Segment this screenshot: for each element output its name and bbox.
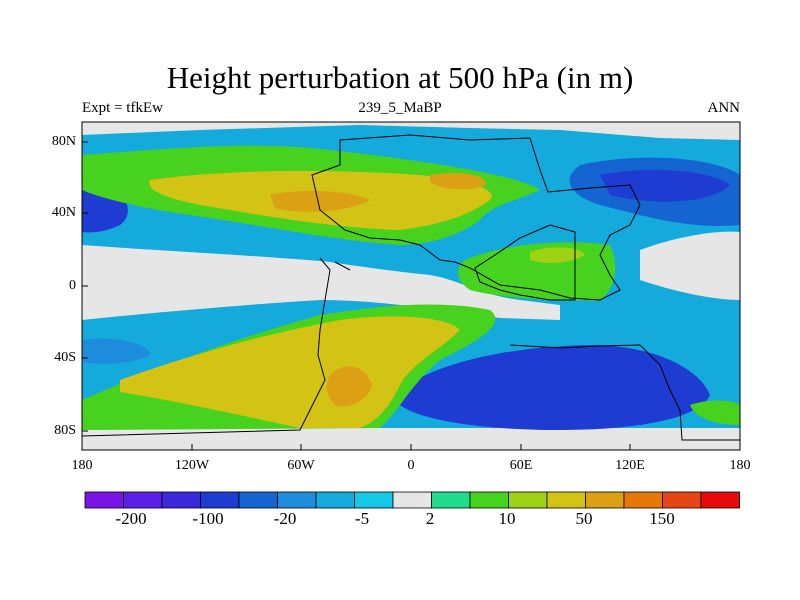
low-south-pacific: [82, 338, 150, 364]
colorbar-box: [700, 491, 740, 509]
axis-ticks: [81, 141, 741, 450]
y-tick-80S: 80S: [54, 423, 76, 438]
colorbar-label: 150: [649, 509, 675, 528]
colorbar-label: -100: [192, 509, 224, 528]
colorbar-box: [431, 491, 471, 509]
x-tick-60w: 60W: [287, 458, 315, 473]
outline-tropical-land: [474, 224, 576, 301]
x-tick-120e: 120E: [615, 458, 645, 473]
outline-southern-land: [509, 344, 740, 441]
experiment-label: Expt = tfkEw: [82, 100, 163, 116]
high-south-orange: [326, 366, 372, 407]
band-east-pacific: [640, 231, 740, 300]
colorbar-label: 50: [575, 509, 593, 528]
colorbar-box: [161, 491, 201, 509]
continent-outlines: [82, 134, 740, 441]
x-tick-0: 0: [407, 458, 415, 473]
colorbar-box: [469, 491, 509, 509]
x-tick-60e: 60E: [509, 458, 533, 473]
band-south-polar: [82, 428, 740, 450]
colorbar: [84, 491, 740, 509]
high-north-orange-1: [270, 190, 370, 212]
colorbar-box: [354, 491, 394, 509]
colorbar-box: [662, 491, 702, 509]
colorbar-box: [508, 491, 548, 509]
colorbar-box: [585, 491, 625, 509]
low-southern-ocean: [400, 345, 710, 430]
colorbar-box: [392, 491, 432, 509]
x-tick-180w: 180: [71, 458, 93, 473]
high-south-yellow: [120, 316, 460, 428]
y-tick-40S: 40S: [54, 350, 76, 365]
contour-field: [82, 122, 740, 450]
colorbar-box: [84, 491, 124, 509]
outline-south-america: [82, 257, 351, 437]
x-tick-180e: 180: [729, 458, 751, 473]
period-label: 239_5_MaBP: [358, 100, 442, 116]
colorbar-label: -200: [115, 509, 147, 528]
colorbar-label: 10: [498, 509, 516, 528]
colorbar-label: 2: [425, 509, 435, 528]
colorbar-box: [277, 491, 317, 509]
band-north-polar: [82, 122, 740, 140]
colorbar-box: [238, 491, 278, 509]
season-label: ANN: [707, 100, 741, 116]
colorbar-box: [123, 491, 163, 509]
band-equatorial: [82, 245, 560, 320]
colorbar-label: -20: [273, 509, 297, 528]
colorbar-box: [623, 491, 663, 509]
colorbar-box: [200, 491, 240, 509]
high-tropical-yellow: [530, 247, 585, 263]
colorbar-label: -5: [354, 509, 370, 528]
y-tick-80N: 80N: [51, 134, 76, 149]
x-tick-120w: 120W: [174, 458, 210, 473]
y-tick-0: 0: [69, 278, 76, 293]
colorbar-box: [315, 491, 355, 509]
outline-eurasia-africa-north: [311, 134, 641, 301]
colorbar-box: [546, 491, 586, 509]
high-southeast-green: [690, 400, 740, 425]
low-asia-inner: [600, 169, 730, 202]
high-north-orange-2: [430, 173, 486, 190]
y-tick-40N: 40N: [51, 205, 76, 220]
plot-title: Height perturbation at 500 hPa (in m): [166, 60, 634, 95]
